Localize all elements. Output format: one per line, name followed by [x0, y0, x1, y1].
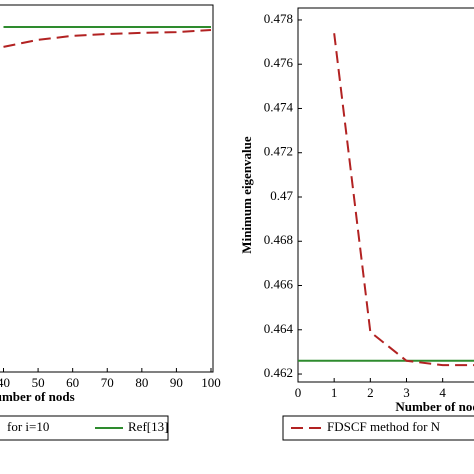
y-tick-label: 0.472	[264, 144, 293, 159]
series-line	[333, 33, 474, 367]
legend-label: for i=10	[7, 419, 49, 434]
x-tick-label: 70	[101, 375, 114, 390]
plot-frame	[0, 4, 214, 373]
x-tick-label: 80	[135, 375, 148, 390]
y-tick-label: 0.476	[264, 55, 294, 70]
x-axis-label: Number of nods	[0, 389, 75, 404]
plot-frame	[297, 7, 474, 383]
x-tick-label: 3	[403, 385, 410, 400]
y-tick-label: 0.468	[264, 232, 293, 247]
legend-label: Ref[13]	[128, 419, 168, 434]
y-tick-label: 0.478	[264, 11, 293, 26]
y-tick-label: 0.462	[264, 365, 293, 380]
y-axis-label: Minimum eigenvalue	[239, 136, 254, 254]
y-tick-label: 0.466	[264, 276, 294, 291]
x-tick-label: 0	[295, 385, 302, 400]
x-tick-label: 90	[170, 375, 183, 390]
series-line	[3, 28, 212, 48]
x-tick-label: 1	[331, 385, 338, 400]
x-tick-label: 4	[439, 385, 446, 400]
legend-box	[0, 415, 169, 441]
y-tick-label: 0.474	[264, 99, 294, 114]
legend-label: FDSCF method for N	[327, 419, 441, 434]
y-tick-label: 0.464	[264, 321, 294, 336]
x-tick-label: 60	[66, 375, 79, 390]
x-tick-label: 2	[367, 385, 374, 400]
y-tick-label: 0.47	[270, 188, 293, 203]
x-tick-label: 40	[0, 375, 10, 390]
x-tick-label: 50	[32, 375, 45, 390]
x-tick-label: 100	[201, 375, 221, 390]
x-axis-label: Number of nods	[395, 399, 474, 414]
